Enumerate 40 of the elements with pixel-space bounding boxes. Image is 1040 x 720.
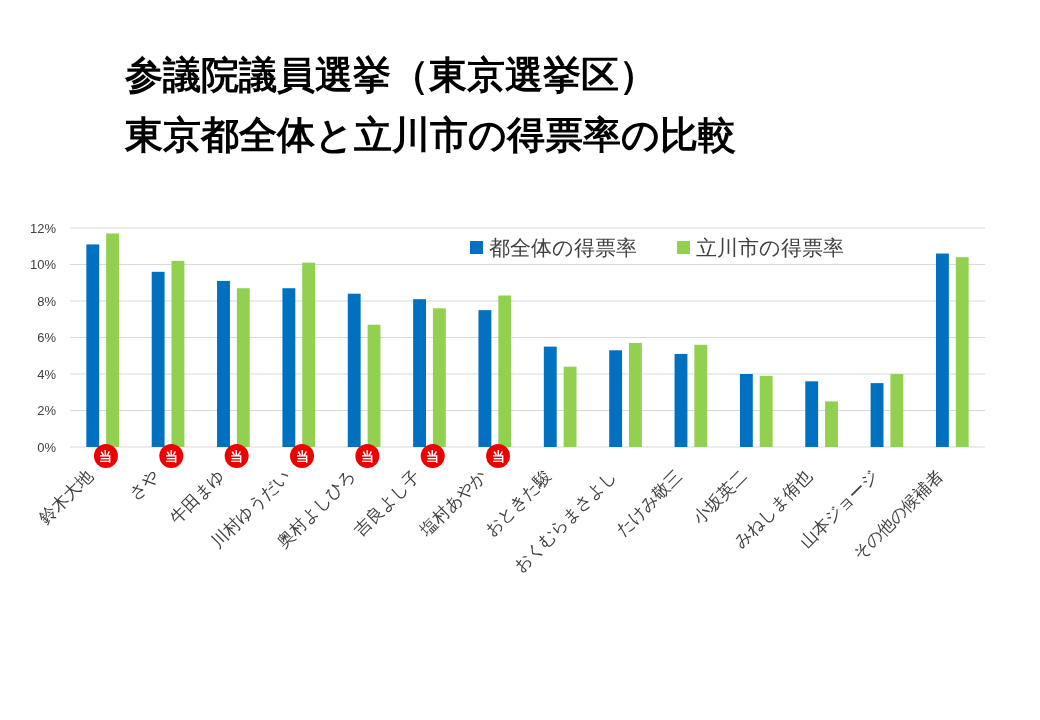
y-tick-label: 2% [37, 403, 57, 419]
bar [759, 375, 773, 447]
annotation: 当 [491, 449, 505, 464]
y-tick-label: 12% [29, 220, 57, 236]
bar [347, 293, 361, 447]
annotation: 当 [295, 449, 309, 464]
annotation: 当 [360, 449, 374, 464]
chart-title: 参議院議員選挙（東京選挙区） [124, 53, 657, 97]
bar [739, 374, 753, 447]
bar [282, 288, 296, 447]
bar [674, 353, 688, 447]
legend-label: 立川市の得票率 [696, 236, 844, 260]
bar [413, 299, 426, 447]
bar [935, 253, 949, 447]
bar [563, 366, 577, 447]
bar [955, 257, 969, 447]
bar [805, 381, 819, 447]
x-tick-label: さや [124, 465, 163, 504]
annotation: 当 [99, 449, 113, 464]
bar [543, 346, 557, 447]
bar [825, 401, 838, 447]
annotation: 当 [230, 449, 244, 464]
y-tick-label: 0% [37, 439, 57, 455]
bar [629, 342, 642, 447]
annotation: 当 [426, 449, 440, 464]
y-tick-label: 8% [37, 293, 57, 309]
y-tick-label: 4% [37, 366, 57, 382]
bar [478, 310, 492, 447]
bar [694, 344, 708, 447]
legend-label: 都全体の得票率 [489, 236, 637, 260]
bar [609, 350, 623, 447]
y-tick-label: 6% [37, 330, 57, 346]
x-tick-label: 鈴木大地 [35, 465, 98, 528]
annotation: 当 [164, 449, 178, 464]
chart-subtitle: 東京都全体と立川市の得票率の比較 [124, 113, 736, 157]
bar [870, 383, 884, 447]
bar [217, 280, 230, 447]
bar [151, 271, 165, 447]
bar [890, 374, 904, 447]
y-tick-label: 10% [29, 257, 57, 273]
